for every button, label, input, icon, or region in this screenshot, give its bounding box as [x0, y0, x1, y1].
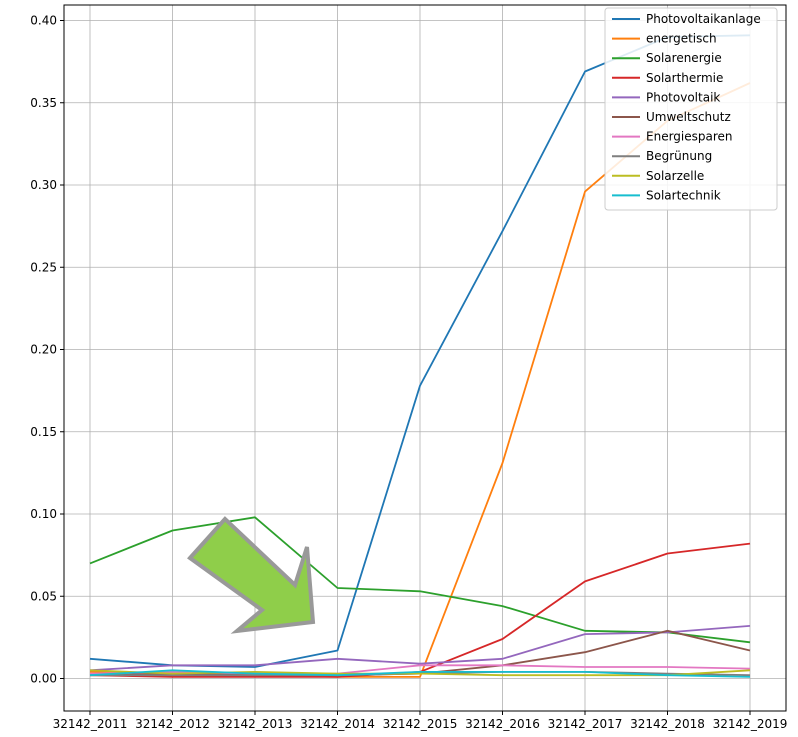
series-line-solarzelle	[89, 669, 751, 677]
x-tick-label: 32142_2015	[383, 717, 458, 731]
legend-entry: Photovoltaikanlage	[646, 12, 761, 26]
legend-entry: Begrünung	[646, 149, 712, 163]
x-tick-label: 32142_2019	[713, 717, 788, 731]
legend-entry: Solarzelle	[646, 169, 704, 183]
legend-entry: Solarenergie	[646, 51, 722, 65]
arrow-annotation	[187, 516, 316, 634]
legend-box	[604, 7, 778, 211]
y-tick-label: 0.10	[30, 507, 57, 521]
x-tick-label: 32142_2012	[135, 717, 210, 731]
x-tick-label: 32142_2013	[218, 717, 293, 731]
legend-entry: energetisch	[646, 32, 717, 46]
y-axis: 0.00 0.05 0.10 0.15 0.20 0.25 0.30 0.35 0.40	[30, 14, 64, 686]
y-tick-label: 0.20	[30, 343, 57, 357]
legend-entry: Solarthermie	[646, 71, 723, 85]
legend-entry: Solartechnik	[646, 188, 721, 202]
y-tick-label: 0.25	[30, 260, 57, 274]
grid	[64, 5, 786, 711]
y-tick-label: 0.00	[30, 672, 57, 686]
y-tick-label: 0.05	[30, 589, 57, 603]
y-tick-label: 0.40	[30, 14, 57, 28]
x-tick-label: 32142_2011	[53, 717, 128, 731]
plot-frame	[63, 4, 787, 712]
series-line-solartechnik	[89, 669, 751, 678]
y-tick-label: 0.15	[30, 425, 57, 439]
y-tick-label: 0.30	[30, 178, 57, 192]
series-line-solarenergie	[89, 516, 751, 644]
x-tick-label: 32142_2017	[548, 717, 623, 731]
legend-entry: Energiesparen	[646, 130, 733, 144]
legend: Photovoltaikanlage energetisch Solarenergi…	[604, 7, 778, 211]
legend-entry: Umweltschutz	[646, 110, 731, 124]
x-tick-label: 32142_2018	[630, 717, 705, 731]
series-line-photovoltaik	[89, 625, 751, 672]
y-tick-label: 0.35	[30, 96, 57, 110]
x-axis: 32142_2011 32142_2012 32142_2013 32142_2014…	[53, 711, 788, 731]
x-tick-label: 32142_2016	[465, 717, 540, 731]
x-tick-label: 32142_2014	[300, 717, 375, 731]
legend-entry: Photovoltaik	[646, 90, 720, 104]
arrow-down-right-icon	[187, 516, 316, 634]
